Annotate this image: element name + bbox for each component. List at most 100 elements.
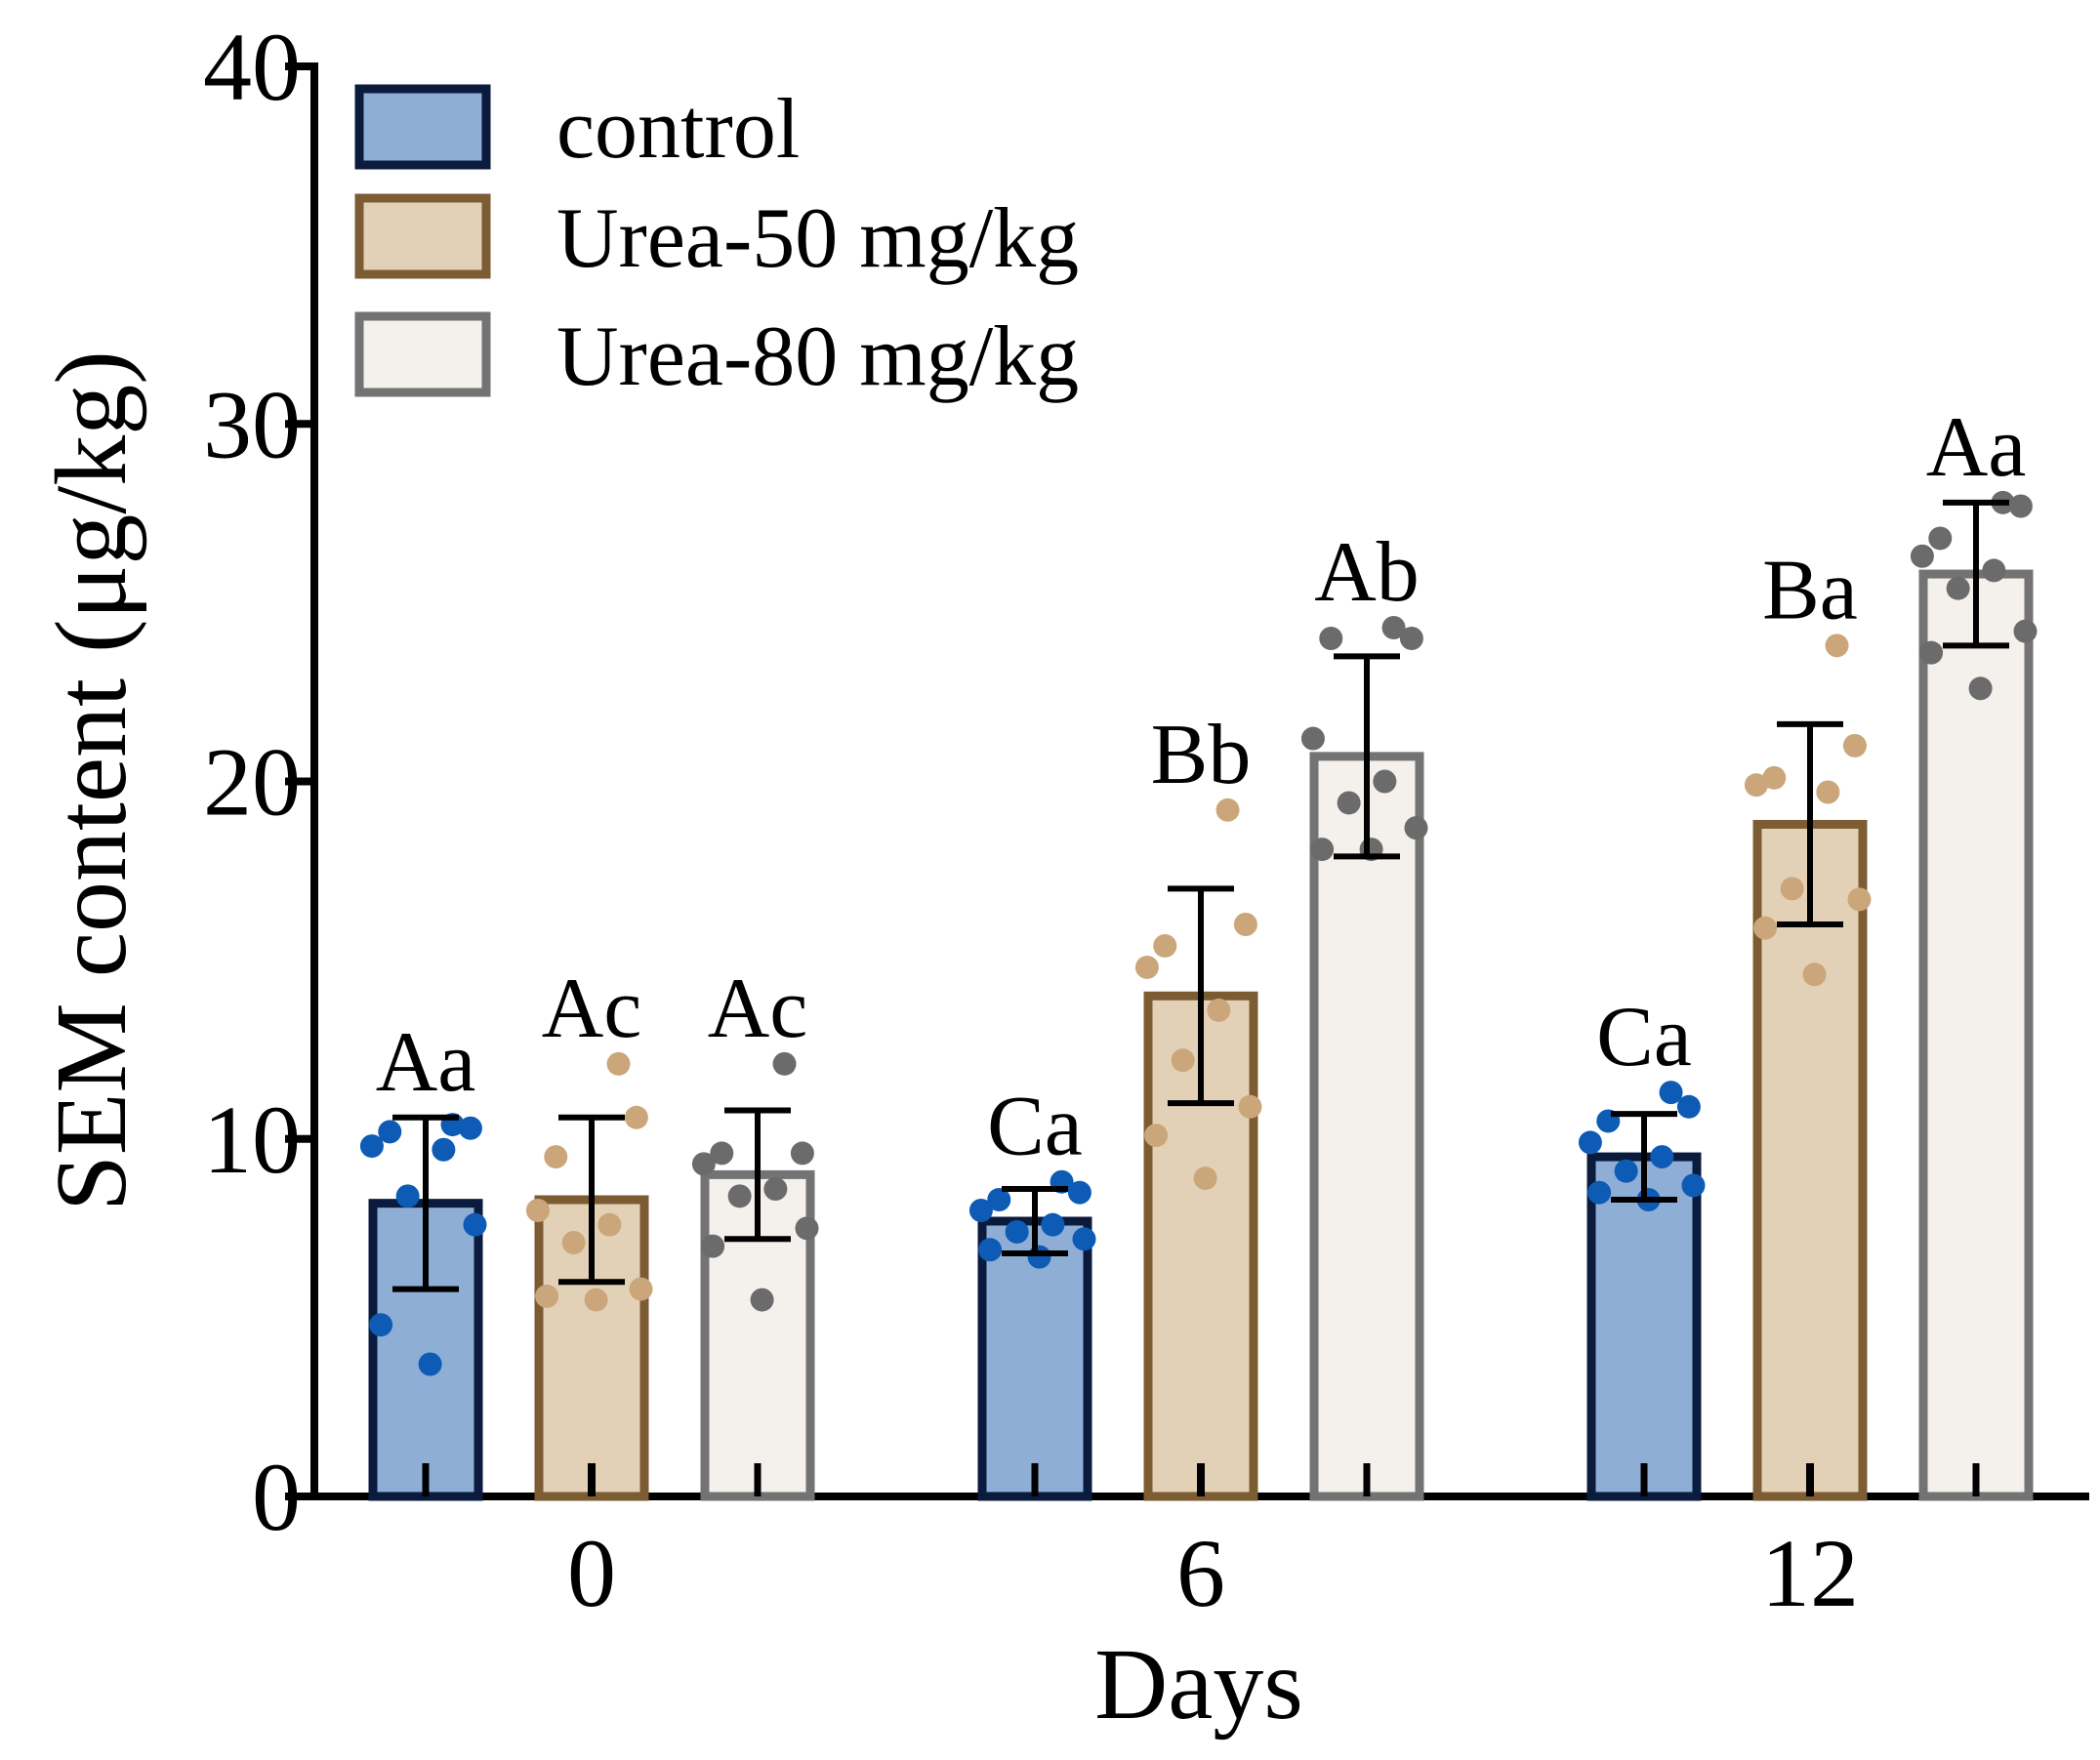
point-2-0-3: [544, 1145, 568, 1169]
point-3-12-3: [1928, 526, 1953, 551]
legend-label-2: Urea-50 mg/kg: [556, 191, 1079, 286]
x-tick-label-0: 0: [567, 1519, 616, 1627]
legend-label-1: control: [556, 82, 800, 177]
legend-swatch-2: [354, 193, 491, 279]
point-1-0-5: [432, 1137, 456, 1162]
point-3-12-8: [1919, 640, 1944, 665]
point-2-12-3: [1762, 765, 1787, 790]
point-3-12-6: [1946, 576, 1970, 600]
x-tick-label-12: 12: [1761, 1519, 1859, 1627]
point-1-12-8: [1587, 1180, 1612, 1205]
bar-2-12: [1752, 819, 1868, 1501]
y-tick-label-20: 20: [203, 728, 301, 837]
bar-3-12: [1918, 569, 2034, 1501]
point-1-12-6: [1614, 1159, 1638, 1183]
significance-label-3-6: Ab: [1314, 525, 1420, 620]
point-1-0-7: [463, 1212, 487, 1237]
x-axis-title: Days: [1094, 1628, 1303, 1740]
point-2-0-6: [561, 1230, 586, 1254]
point-1-12-2: [1676, 1094, 1701, 1119]
point-3-6-3: [1319, 627, 1343, 650]
x-ticks: 0 6 12: [567, 1463, 1859, 1627]
point-2-12-4: [1744, 773, 1768, 798]
significance-label-2-12: Ba: [1762, 543, 1858, 637]
point-1-0-6: [395, 1184, 420, 1208]
y-tick-label-40: 40: [203, 13, 301, 121]
point-2-6-6: [1171, 1048, 1195, 1073]
point-3-12-5: [1982, 558, 2006, 583]
point-3-6-6: [1337, 791, 1361, 815]
significance-labels: Aa Ca Ca Ac Bb Ba Ac Ab Aa: [376, 400, 2027, 1174]
point-1-6-9: [1027, 1245, 1051, 1269]
point-1-0-4: [359, 1134, 384, 1159]
point-1-12-1: [1659, 1081, 1683, 1105]
point-2-12-8: [1753, 916, 1778, 940]
point-1-6-3: [987, 1188, 1011, 1212]
point-2-12-1: [1825, 634, 1849, 658]
significance-label-2-0: Ac: [542, 962, 642, 1056]
point-3-6-8: [1310, 838, 1335, 862]
point-2-6-5: [1207, 998, 1231, 1022]
point-3-0-4: [691, 1152, 716, 1176]
point-2-12-2: [1842, 733, 1867, 757]
significance-label-3-12: Aa: [1926, 400, 2027, 495]
point-3-12-2: [2008, 494, 2033, 518]
point-2-0-9: [584, 1288, 608, 1312]
significance-label-1-6: Ca: [987, 1080, 1083, 1174]
point-2-12-5: [1816, 780, 1840, 804]
point-3-0-3: [710, 1141, 734, 1166]
y-tick-label-0: 0: [252, 1443, 301, 1551]
point-2-0-8: [535, 1284, 559, 1308]
point-2-12-7: [1847, 887, 1872, 912]
significance-label-3-0: Ac: [708, 962, 808, 1056]
bar-1-12: [1586, 1152, 1702, 1501]
point-3-12-7: [2013, 619, 2038, 643]
point-1-0-9: [418, 1352, 442, 1376]
point-1-0-2: [458, 1116, 482, 1140]
y-ticks: 0 10 20 30 40: [203, 13, 314, 1551]
point-3-6-7: [1404, 816, 1428, 840]
point-3-0-6: [727, 1184, 752, 1208]
point-3-0-8: [701, 1234, 725, 1258]
point-1-6-4: [968, 1199, 993, 1222]
point-2-12-6: [1780, 877, 1804, 901]
point-2-6-2: [1233, 913, 1257, 936]
point-2-0-2: [624, 1105, 648, 1129]
point-3-0-7: [795, 1216, 819, 1241]
point-2-6-7: [1238, 1094, 1262, 1119]
x-tick-label-6: 6: [1176, 1519, 1225, 1627]
point-2-0-4: [525, 1199, 550, 1222]
point-1-6-6: [1005, 1219, 1029, 1244]
point-3-0-5: [763, 1177, 788, 1202]
point-1-12-5: [1650, 1145, 1674, 1169]
point-2-6-9: [1193, 1167, 1217, 1191]
point-2-6-8: [1144, 1124, 1169, 1148]
legend-swatch-3: [354, 311, 491, 397]
point-3-0-1: [772, 1051, 797, 1076]
legend-label-3: Urea-80 mg/kg: [556, 309, 1079, 404]
point-2-0-1: [606, 1051, 631, 1076]
bar-3-6: [1309, 752, 1424, 1501]
point-1-6-7: [1072, 1227, 1096, 1251]
point-3-6-5: [1373, 769, 1397, 794]
point-3-0-2: [790, 1141, 814, 1166]
point-3-12-9: [1968, 676, 1993, 701]
point-2-12-9: [1802, 962, 1827, 987]
point-3-6-1: [1381, 616, 1406, 640]
point-1-12-7: [1681, 1173, 1706, 1198]
point-3-12-4: [1910, 544, 1934, 568]
point-2-6-4: [1134, 955, 1159, 979]
y-tick-label-10: 10: [203, 1085, 301, 1194]
point-2-0-5: [597, 1212, 622, 1237]
point-1-12-4: [1578, 1130, 1602, 1155]
significance-label-2-6: Bb: [1151, 708, 1252, 802]
legend: control Urea-50 mg/kg Urea-80 mg/kg: [354, 82, 1079, 404]
y-axis-title: SEM content (μg/kg): [35, 350, 147, 1211]
point-3-6-4: [1300, 726, 1325, 751]
data-points: [359, 490, 2038, 1376]
point-3-0-9: [750, 1288, 774, 1312]
significance-label-1-12: Ca: [1596, 990, 1692, 1085]
point-1-0-8: [369, 1313, 393, 1337]
point-2-6-3: [1153, 933, 1177, 958]
